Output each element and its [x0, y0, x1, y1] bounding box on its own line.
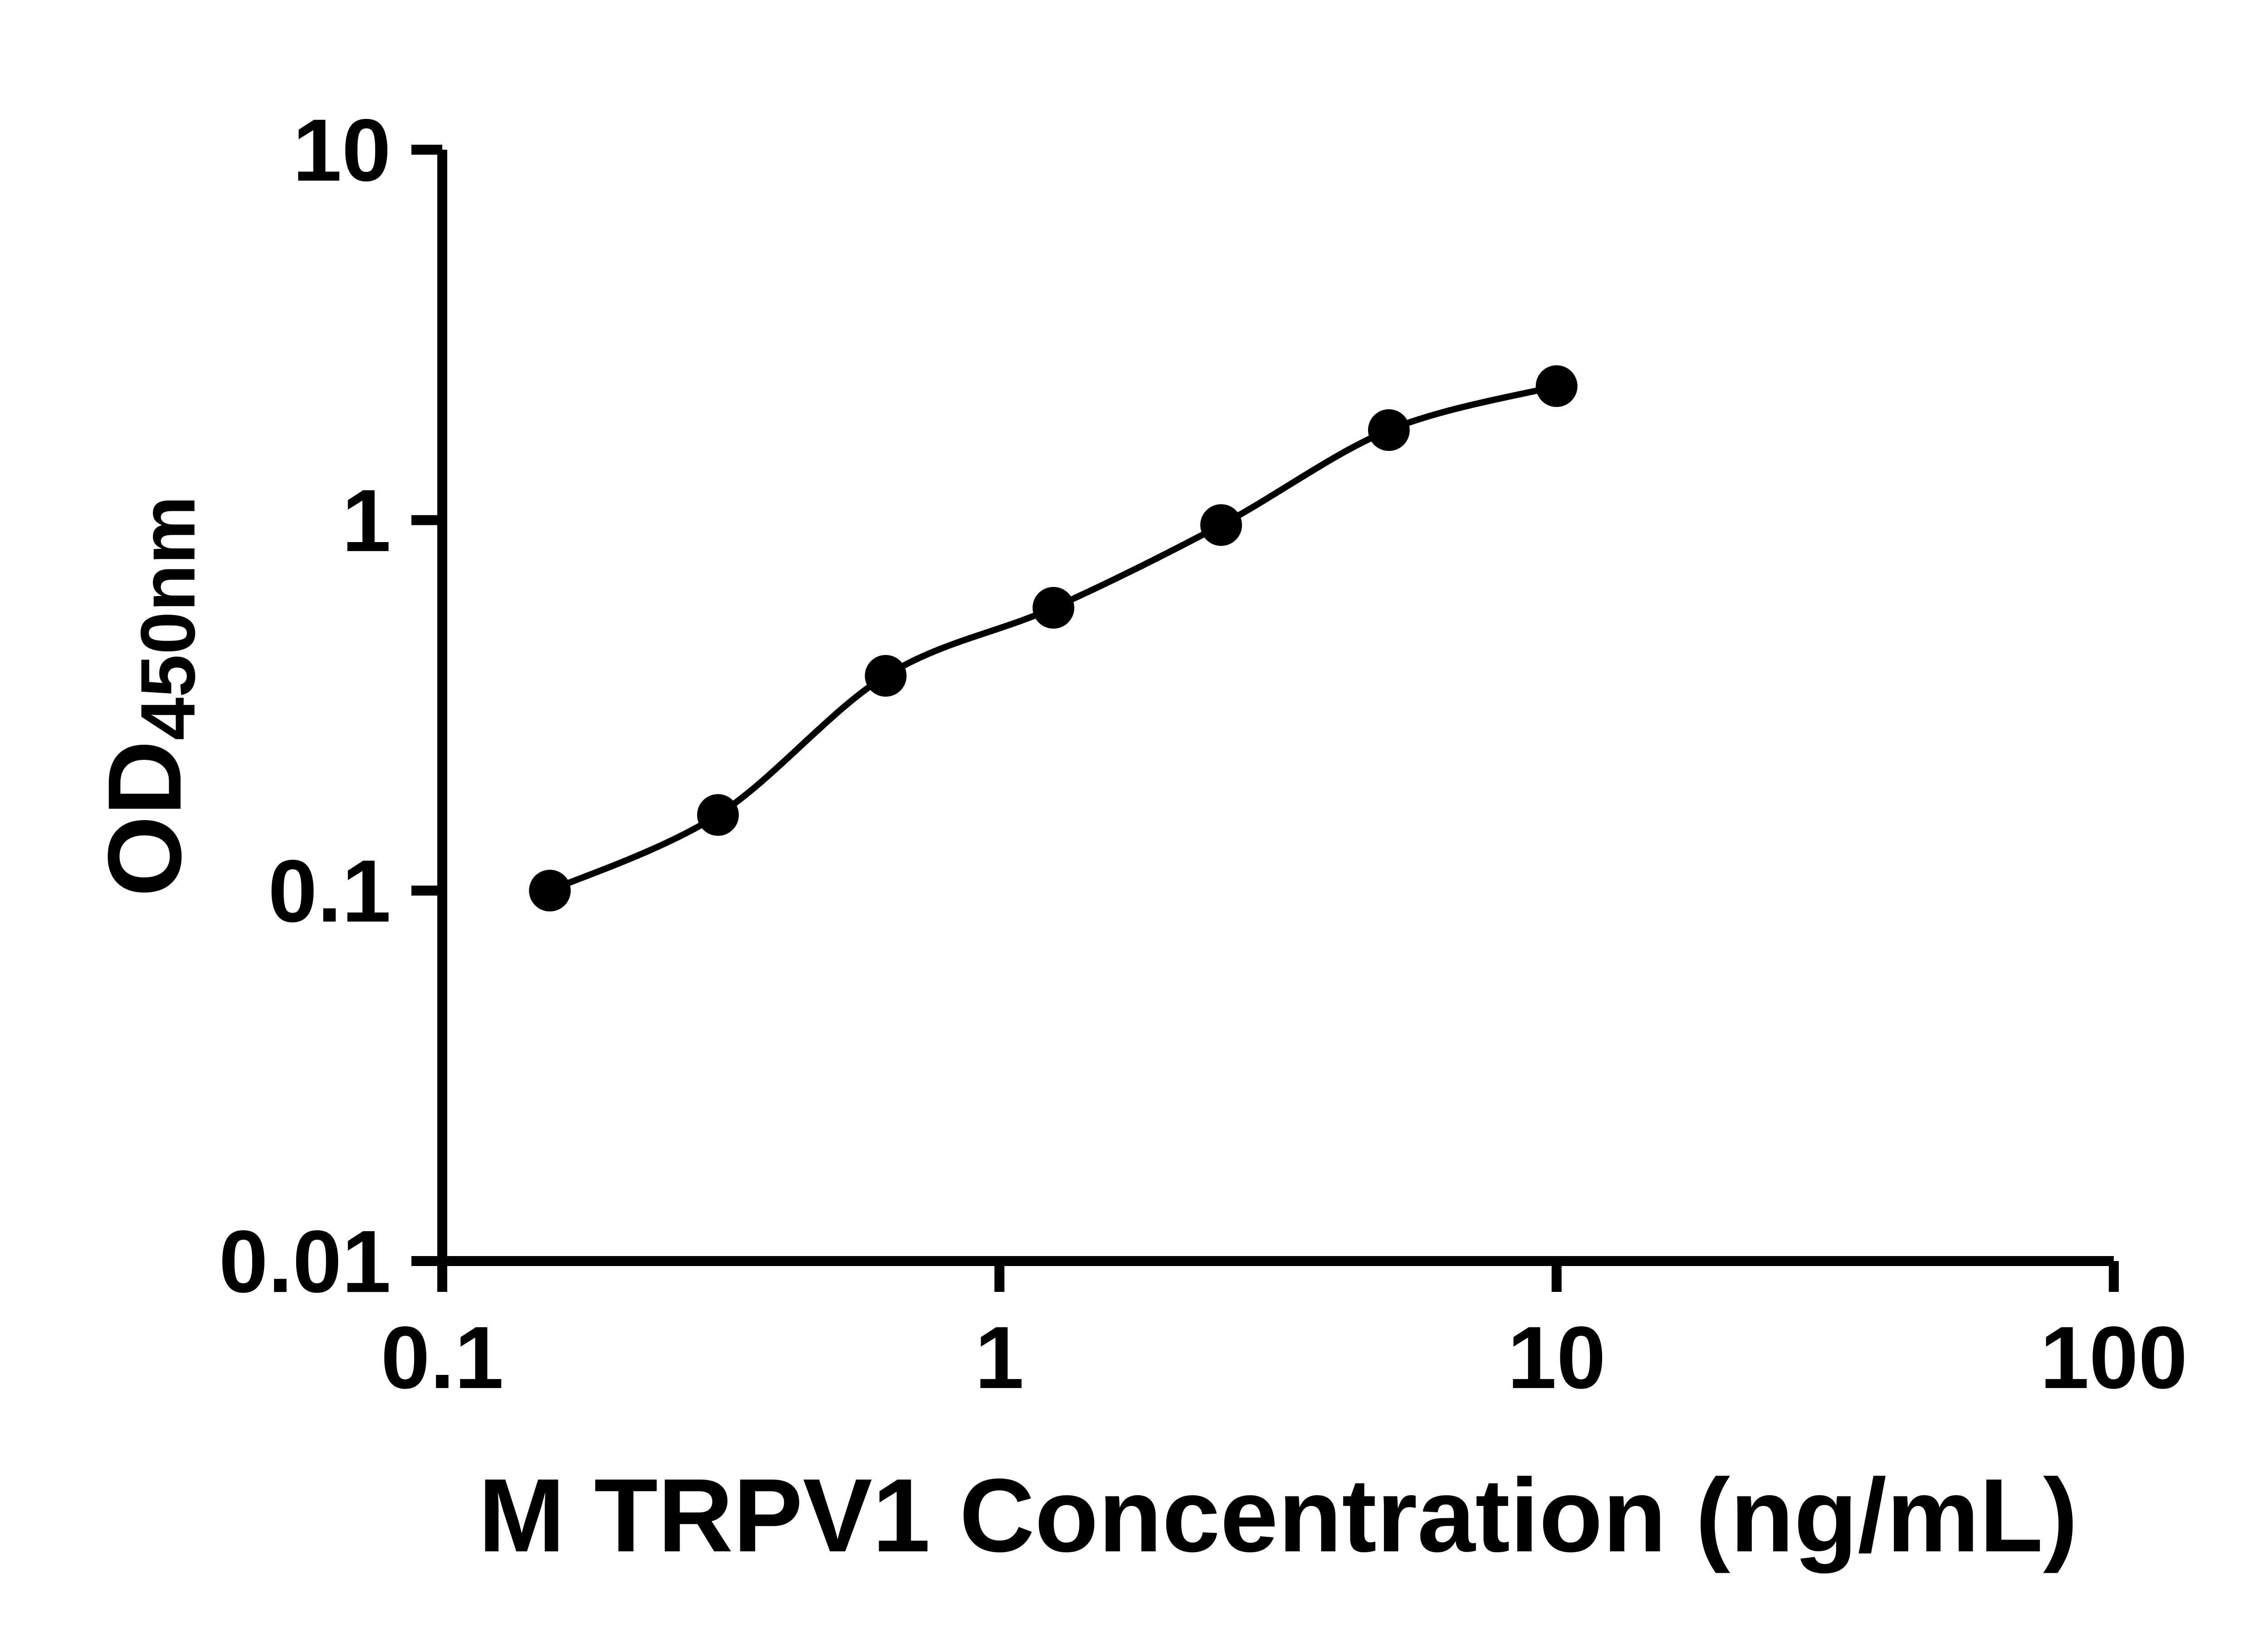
- data-point-marker: [1032, 587, 1075, 629]
- data-point-marker: [1200, 504, 1242, 546]
- data-point-marker: [697, 794, 739, 836]
- data-point-marker: [865, 655, 907, 697]
- x-axis-tick-label: 100: [2040, 1308, 2187, 1407]
- data-point-marker: [529, 870, 571, 912]
- x-axis-tick-label: 0.1: [381, 1308, 503, 1407]
- x-axis-tick-label: 10: [1507, 1308, 1606, 1407]
- y-axis-tick-label: 0.01: [219, 1212, 391, 1311]
- x-axis-tick-label: 1: [975, 1308, 1024, 1407]
- y-axis-tick-label: 10: [293, 101, 391, 200]
- data-point-marker: [1368, 409, 1410, 451]
- y-axis-tick-label: 0.1: [268, 842, 391, 941]
- y-axis-title: OD450nm: [86, 496, 211, 897]
- y-axis-title-main: OD: [86, 740, 203, 897]
- y-axis-title-subscript: 450nm: [125, 495, 211, 741]
- axes-frame: [437, 150, 2114, 1266]
- data-point-marker: [1535, 365, 1578, 407]
- y-axis-tick-label: 1: [342, 471, 391, 570]
- x-axis-title: M TRPV1 Concentration (ng/mL): [478, 1457, 2078, 1574]
